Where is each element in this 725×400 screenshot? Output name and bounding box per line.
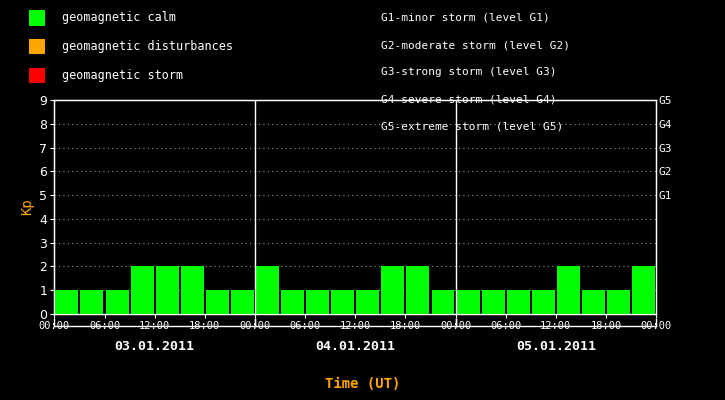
Text: Time (UT): Time (UT) (325, 377, 400, 391)
Bar (55, 290, 78, 314)
Bar (557, 266, 580, 314)
Bar (106, 290, 128, 314)
Text: geomagnetic calm: geomagnetic calm (62, 12, 175, 24)
Bar (457, 290, 479, 314)
Text: G3-strong storm (level G3): G3-strong storm (level G3) (381, 68, 556, 78)
Text: G4-severe storm (level G4): G4-severe storm (level G4) (381, 95, 556, 105)
Bar (532, 290, 555, 314)
Bar (507, 290, 530, 314)
Bar (657, 266, 680, 314)
Bar (632, 266, 655, 314)
Bar (331, 290, 355, 314)
Text: G1-minor storm (level G1): G1-minor storm (level G1) (381, 13, 550, 23)
Bar (431, 290, 455, 314)
Bar (607, 290, 630, 314)
Bar (80, 290, 104, 314)
Bar (256, 266, 279, 314)
Text: 05.01.2011: 05.01.2011 (515, 340, 596, 352)
Text: geomagnetic disturbances: geomagnetic disturbances (62, 40, 233, 53)
Text: 03.01.2011: 03.01.2011 (115, 340, 195, 352)
Bar (130, 266, 154, 314)
Bar (281, 290, 304, 314)
Text: geomagnetic storm: geomagnetic storm (62, 69, 183, 82)
Bar (381, 266, 405, 314)
Text: G5-extreme storm (level G5): G5-extreme storm (level G5) (381, 122, 563, 132)
Bar (306, 290, 329, 314)
Bar (356, 290, 379, 314)
Bar (407, 266, 429, 314)
Text: 04.01.2011: 04.01.2011 (315, 340, 395, 352)
Bar (256, 266, 279, 314)
Bar (231, 290, 254, 314)
Bar (181, 266, 204, 314)
Bar (156, 266, 178, 314)
Bar (481, 290, 505, 314)
Bar (206, 290, 229, 314)
Text: G2-moderate storm (level G2): G2-moderate storm (level G2) (381, 40, 570, 50)
Bar (582, 290, 605, 314)
Y-axis label: Kp: Kp (20, 199, 34, 215)
